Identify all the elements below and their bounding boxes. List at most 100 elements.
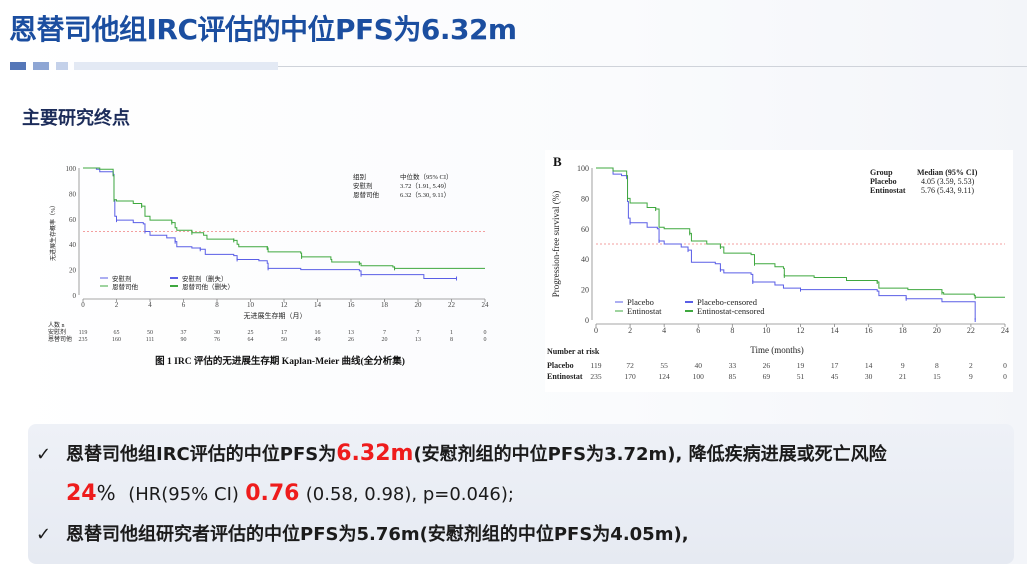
risk-table-value: 13	[348, 330, 354, 336]
y-tick-label: 60	[581, 225, 589, 234]
risk-table-value: 19	[797, 361, 805, 370]
risk-table-value: 0	[484, 337, 487, 343]
figure-caption: 图 1 IRC 评估的无进展生存期 Kaplan-Meier 曲线(全分析集)	[155, 355, 405, 367]
risk-table-header: Number at risk	[547, 347, 600, 356]
risk-table-value: 170	[624, 372, 636, 381]
x-tick-label: 18	[899, 326, 907, 335]
risk-table-value: 17	[831, 361, 839, 370]
risk-table-label: Entinostat	[547, 372, 583, 381]
title-decoration	[74, 62, 278, 70]
median-table-group: 恩替司他	[353, 190, 380, 199]
x-tick-label: 0	[81, 301, 85, 309]
risk-table-value: 85	[729, 372, 737, 381]
y-axis-title: Progression-free survival (%)	[551, 191, 561, 297]
median-table-header: 中位数（95% CI）	[400, 172, 453, 181]
summary-line-1: ✓ 恩替司他组IRC评估的中位PFS为6.32m(安慰剂组的中位PFS为3.72m…	[36, 440, 887, 466]
summary-text: 恩替司他组IRC评估的中位PFS为	[66, 444, 337, 465]
x-tick-label: 22	[448, 301, 456, 309]
risk-table-value: 26	[763, 361, 771, 370]
risk-table-value: 0	[1003, 372, 1007, 381]
legend-label: Placebo	[627, 297, 654, 307]
legend-label: 安慰剂	[112, 274, 132, 283]
risk-table-value: 111	[146, 337, 155, 343]
x-tick-label: 12	[281, 301, 289, 309]
risk-table-value: 50	[147, 330, 153, 336]
y-tick-label: 0	[585, 316, 589, 325]
risk-table-value: 16	[315, 330, 321, 336]
risk-table-value: 2	[969, 361, 973, 370]
risk-table-value: 33	[729, 361, 737, 370]
risk-table-value: 235	[79, 337, 88, 343]
risk-table-value: 51	[797, 372, 805, 381]
x-tick-label: 18	[381, 301, 389, 309]
x-tick-label: 2	[115, 301, 119, 309]
risk-table-value: 7	[417, 330, 420, 336]
y-tick-label: 40	[581, 255, 589, 264]
x-tick-label: 10	[247, 301, 255, 309]
highlight-value: 24	[66, 481, 97, 506]
x-tick-label: 22	[967, 326, 975, 335]
y-tick-label: 40	[69, 241, 77, 249]
median-table-group: 安慰剂	[353, 181, 373, 190]
risk-table-value: 8	[935, 361, 939, 370]
risk-table-value: 160	[112, 337, 121, 343]
km-curve-placebo	[596, 167, 976, 320]
median-table-header: Group	[870, 168, 893, 177]
legend-label: 安慰剂（删失）	[182, 274, 228, 283]
risk-table-value: 17	[281, 330, 287, 336]
check-icon: ✓	[36, 524, 52, 545]
percent-sign: %	[96, 481, 116, 505]
risk-table-value: 30	[214, 330, 220, 336]
title-decoration	[10, 62, 26, 70]
median-table-value: 3.72（1.91, 5.49）	[400, 182, 450, 190]
risk-table-value: 45	[831, 372, 839, 381]
summary-text: (HR(95% CI)	[128, 484, 239, 505]
title-divider	[278, 66, 1027, 67]
summary-text: (0.58, 0.98), p=0.046);	[305, 484, 514, 505]
legend-label: Placebo-censored	[697, 297, 758, 307]
risk-table-label: 安慰剂	[48, 328, 66, 336]
legend-label: 恩替司他（删失）	[182, 282, 234, 291]
legend-label: 恩替司他	[112, 282, 139, 291]
y-tick-label: 80	[581, 194, 589, 203]
x-tick-label: 8	[730, 326, 734, 335]
risk-table-value: 30	[865, 372, 873, 381]
median-table-value: 4.05 (3.59, 5.53)	[921, 177, 975, 186]
y-tick-label: 0	[73, 292, 77, 300]
risk-table-value: 76	[214, 337, 220, 343]
risk-table-value: 25	[248, 330, 254, 336]
median-table-value: 5.76 (5.43, 9.11)	[921, 186, 974, 195]
y-axis-title: 无进展生存概率（%）	[49, 202, 57, 261]
page-title: 恩替司他组IRC评估的中位PFS为6.32m	[9, 13, 517, 46]
x-axis-title: Time (months)	[750, 345, 803, 355]
x-tick-label: 14	[831, 326, 839, 335]
risk-table-value: 9	[969, 372, 973, 381]
risk-table-value: 69	[763, 372, 771, 381]
y-tick-label: 100	[66, 165, 77, 173]
risk-table-value: 0	[484, 330, 487, 336]
risk-table-value: 100	[693, 372, 705, 381]
summary-text: (安慰剂组的中位PFS为3.72m), 降低疾病进展或死亡风险	[413, 444, 887, 465]
summary-line-3: ✓ 恩替司他组研究者评估的中位PFS为5.76m(安慰剂组的中位PFS为4.05m…	[36, 520, 689, 546]
summary-box	[28, 424, 1014, 564]
km-curve-treatment	[596, 167, 1005, 298]
risk-table-header: 人数 n	[48, 321, 65, 329]
y-tick-label: 80	[69, 190, 77, 198]
risk-table-value: 8	[450, 337, 453, 343]
x-tick-label: 10	[762, 326, 770, 335]
y-tick-label: 60	[69, 216, 77, 224]
risk-table-value: 90	[181, 337, 187, 343]
title-decoration	[33, 62, 49, 70]
risk-table-value: 119	[591, 361, 602, 370]
summary-text: 恩替司他组研究者评估的中位PFS为5.76m(安慰剂组的中位PFS为4.05m)…	[66, 524, 689, 545]
risk-table-value: 0	[1003, 361, 1007, 370]
risk-table-value: 20	[382, 337, 388, 343]
median-table-header: 组别	[353, 172, 366, 181]
x-tick-label: 12	[797, 326, 805, 335]
risk-table-value: 72	[626, 361, 634, 370]
x-axis-title: 无进展生存期（月）	[244, 311, 307, 320]
x-tick-label: 4	[662, 326, 666, 335]
median-table-group: Entinostat	[870, 186, 906, 195]
risk-table-value: 15	[933, 372, 941, 381]
